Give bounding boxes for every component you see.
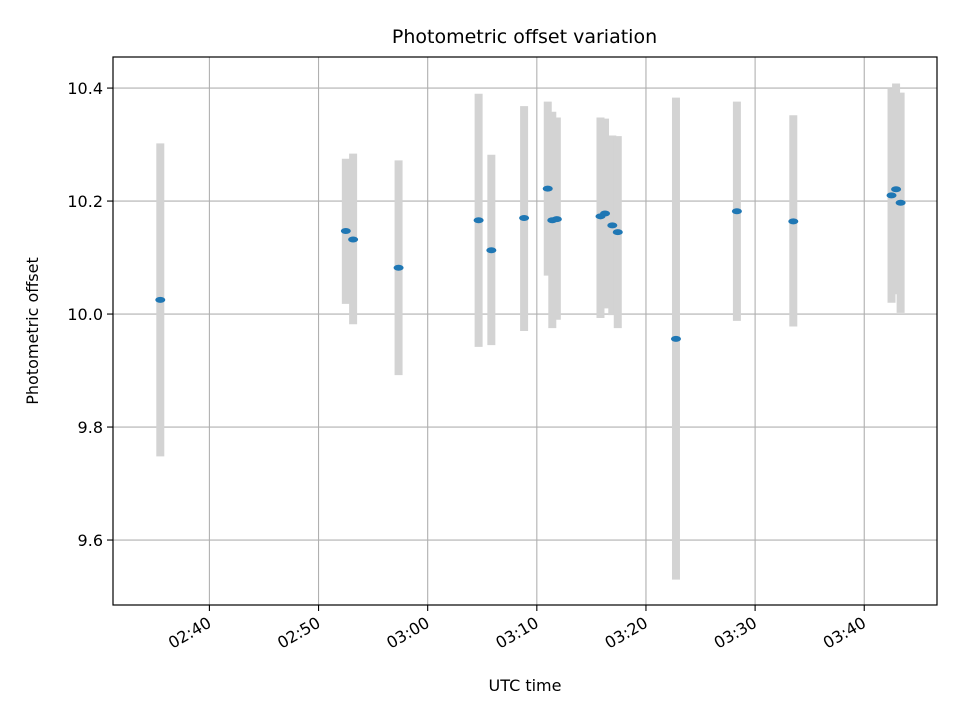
data-point [886,192,897,199]
data-point [542,185,553,192]
data-point [670,335,681,342]
y-tick-label: 9.8 [78,418,103,437]
y-tick-label: 10.4 [67,79,103,98]
y-axis-label: Photometric offset [23,257,42,405]
y-axis-ticks: 9.6 9.8 10.0 10.2 10.4 [67,79,113,550]
data-point [340,228,351,235]
data-point [348,236,359,243]
data-point [788,218,799,225]
data-point [519,215,530,222]
data-point [473,217,484,224]
x-axis-label: UTC time [489,676,562,695]
data-point [607,222,618,229]
y-tick-label: 9.6 [78,531,103,550]
data-point [891,186,902,193]
data-point [731,208,742,215]
data-point [393,264,404,271]
plot-frame [112,56,938,606]
data-point [600,210,611,217]
data-point [612,229,623,236]
data-point [895,199,906,206]
y-tick-label: 10.2 [67,192,103,211]
chart-title: Photometric offset variation [392,26,657,48]
y-tick-label: 10.0 [67,305,103,324]
data-point [155,296,166,303]
data-points [155,185,906,342]
data-point [551,216,562,223]
data-point [486,247,497,254]
